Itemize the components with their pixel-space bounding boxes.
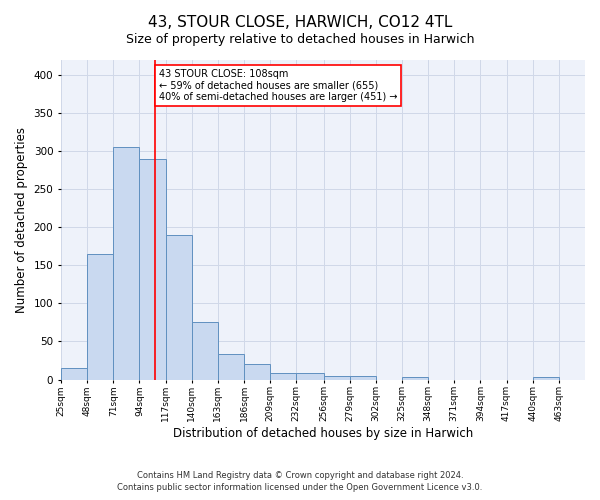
Bar xyxy=(402,377,428,380)
Bar xyxy=(323,376,350,380)
Text: 43 STOUR CLOSE: 108sqm
← 59% of detached houses are smaller (655)
40% of semi-de: 43 STOUR CLOSE: 108sqm ← 59% of detached… xyxy=(159,69,397,102)
Bar xyxy=(218,354,244,380)
Bar xyxy=(61,368,87,380)
Bar xyxy=(244,364,270,380)
Bar xyxy=(87,254,113,380)
Bar xyxy=(113,148,139,380)
Text: Size of property relative to detached houses in Harwich: Size of property relative to detached ho… xyxy=(126,32,474,46)
Bar xyxy=(350,376,376,380)
Text: Contains public sector information licensed under the Open Government Licence v3: Contains public sector information licen… xyxy=(118,484,482,492)
Text: 43, STOUR CLOSE, HARWICH, CO12 4TL: 43, STOUR CLOSE, HARWICH, CO12 4TL xyxy=(148,15,452,30)
X-axis label: Distribution of detached houses by size in Harwich: Distribution of detached houses by size … xyxy=(173,427,473,440)
Y-axis label: Number of detached properties: Number of detached properties xyxy=(15,127,28,313)
Text: Contains HM Land Registry data © Crown copyright and database right 2024.: Contains HM Land Registry data © Crown c… xyxy=(137,471,463,480)
Bar xyxy=(585,377,600,380)
Bar xyxy=(296,374,323,380)
Bar xyxy=(191,322,218,380)
Bar xyxy=(139,159,166,380)
Bar xyxy=(166,235,191,380)
Bar xyxy=(270,374,296,380)
Bar xyxy=(533,377,559,380)
